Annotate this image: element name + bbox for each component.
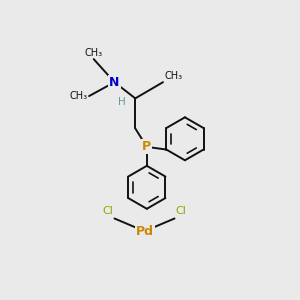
Text: CH₃: CH₃ <box>85 48 103 58</box>
Text: Pd: Pd <box>136 225 154 238</box>
Text: N: N <box>109 76 120 89</box>
Text: CH₃: CH₃ <box>164 71 182 81</box>
Text: Cl: Cl <box>103 206 113 216</box>
Text: Cl: Cl <box>176 206 187 216</box>
Text: H: H <box>118 97 126 107</box>
Text: P: P <box>142 140 152 153</box>
Text: CH₃: CH₃ <box>70 91 88 101</box>
